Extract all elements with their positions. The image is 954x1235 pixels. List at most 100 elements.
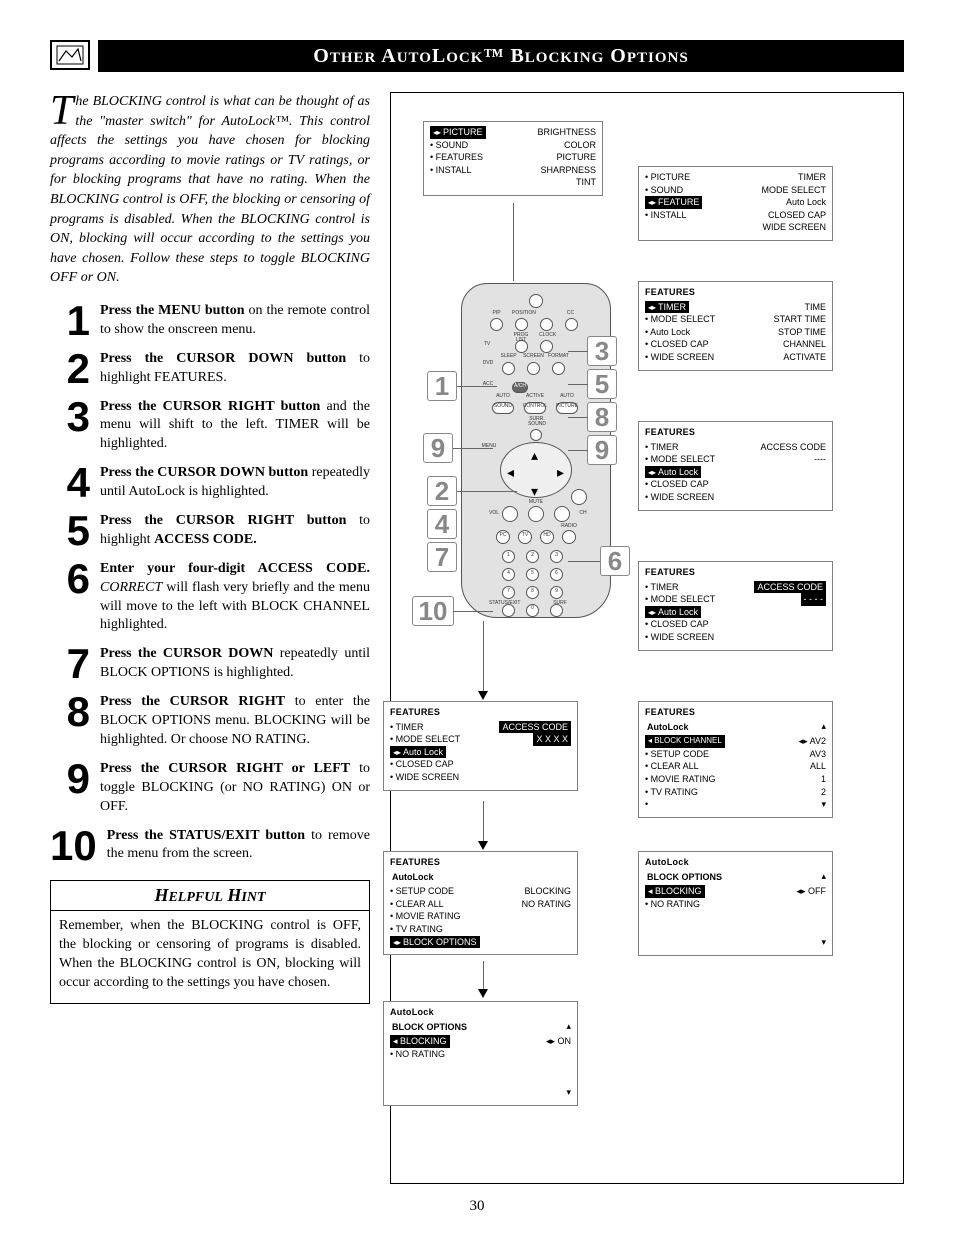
menu-item-highlight: Auto Lock xyxy=(645,606,701,619)
menu-item: MOVIE RATING xyxy=(390,910,461,923)
menu-value: ALL xyxy=(810,760,826,773)
step-1: 1 Press the MENU button on the remote co… xyxy=(50,302,370,340)
menu-item: INSTALL xyxy=(430,164,472,177)
menu-title: FEATURES xyxy=(645,566,826,579)
menu-title: FEATURES xyxy=(390,856,571,869)
step-number: 1 xyxy=(50,302,90,340)
menu-features-autolock: FEATURES TIMERACCESS CODE MODE SELECT---… xyxy=(638,421,833,511)
step-number: 7 xyxy=(50,645,90,683)
step-number: 3 xyxy=(50,398,90,455)
menu-item: SOUND xyxy=(430,139,468,152)
step-text: Press the CURSOR RIGHT button and the me… xyxy=(100,398,370,455)
step-number: 9 xyxy=(50,760,90,817)
menu-title: FEATURES xyxy=(390,706,571,719)
menu-picture: PICTUREBRIGHTNESS SOUNDCOLOR FEATURESPIC… xyxy=(423,121,603,196)
menu-item: SETUP CODE xyxy=(390,885,454,898)
step-3: 3 Press the CURSOR RIGHT button and the … xyxy=(50,398,370,455)
menu-value: ◂▸ OFF xyxy=(796,885,826,898)
header-icon xyxy=(50,40,90,70)
menu-title: AutoLock xyxy=(645,856,826,869)
callout-9b: 9 xyxy=(587,435,617,465)
menu-subtitle: AutoLock xyxy=(647,721,826,734)
menu-value: PICTURE xyxy=(556,151,596,164)
callout-10: 10 xyxy=(412,596,454,626)
menu-item: CLOSED CAP xyxy=(390,758,454,771)
step-text: Press the MENU button on the remote cont… xyxy=(100,302,370,340)
step-text: Press the CURSOR DOWN button to highligh… xyxy=(100,350,370,388)
step-text: Press the STATUS/EXIT button to remove t… xyxy=(107,827,370,865)
menu-item: WIDE SCREEN xyxy=(645,631,714,644)
menus-wrap: PICTUREBRIGHTNESS SOUNDCOLOR FEATURESPIC… xyxy=(403,111,891,1171)
up-arrow: ▴ xyxy=(566,1020,571,1033)
step-number: 6 xyxy=(50,560,90,636)
menu-item: MODE SELECT xyxy=(645,453,715,466)
menu-value: CLOSED CAP xyxy=(768,209,826,222)
menu-title: FEATURES xyxy=(645,706,826,719)
menu-item: TV RATING xyxy=(390,923,443,936)
menu-item: WIDE SCREEN xyxy=(645,351,714,364)
menu-value: MODE SELECT xyxy=(761,184,826,197)
menu-value: 2 xyxy=(821,786,826,799)
steps-list: 1 Press the MENU button on the remote co… xyxy=(50,302,370,864)
menu-item: CLEAR ALL xyxy=(390,898,444,911)
menu-features-accesscode-xxxx: FEATURES TIMERACCESS CODE MODE SELECTX X… xyxy=(383,701,578,791)
menu-title: AutoLock xyxy=(390,1006,571,1019)
menu-item-highlight: BLOCK OPTIONS xyxy=(390,936,480,949)
menu-item: CLOSED CAP xyxy=(645,478,709,491)
menu-item: CLEAR ALL xyxy=(645,760,699,773)
menu-item: CLOSED CAP xyxy=(645,618,709,631)
menu-item: MODE SELECT xyxy=(390,733,460,746)
menu-item-highlight: TIMER xyxy=(645,301,689,314)
step-8: 8 Press the CURSOR RIGHT to enter the BL… xyxy=(50,693,370,750)
hint-body: Remember, when the BLOCKING control is O… xyxy=(51,911,369,1003)
step-text: Press the CURSOR DOWN repeatedly until B… xyxy=(100,645,370,683)
step-9: 9 Press the CURSOR RIGHT or LEFT to togg… xyxy=(50,760,370,817)
menu-autolock-blockoptions: FEATURES AutoLock SETUP CODEBLOCKING CLE… xyxy=(383,851,578,955)
menu-item: MOVIE RATING xyxy=(645,773,716,786)
menu-subtitle: AutoLock xyxy=(392,871,571,884)
menu-value: TIMER xyxy=(798,171,826,184)
callout-6: 6 xyxy=(600,546,630,576)
callout-5: 5 xyxy=(587,369,617,399)
step-number: 2 xyxy=(50,350,90,388)
menu-features-accesscode: FEATURES TIMERACCESS CODE MODE SELECT- -… xyxy=(638,561,833,651)
menu-value: 1 xyxy=(821,773,826,786)
menu-item: TIMER xyxy=(645,441,679,454)
connector xyxy=(513,203,514,281)
menu-value: ACCESS CODE xyxy=(760,441,826,454)
menu-value: AV3 xyxy=(810,748,826,761)
intro-paragraph: The BLOCKING control is what can be thou… xyxy=(50,92,370,288)
page-header: OTHER AUTOLOCK™ BLOCKING OPTIONS xyxy=(50,40,904,72)
menu-subtitle: BLOCK OPTIONS xyxy=(647,871,826,884)
menu-value: NO RATING xyxy=(522,898,571,911)
step-4: 4 Press the CURSOR DOWN button repeatedl… xyxy=(50,464,370,502)
arrow-down-icon xyxy=(478,989,488,998)
callout-1: 1 xyxy=(427,371,457,401)
power-button-icon xyxy=(529,294,543,308)
connector xyxy=(483,621,484,697)
page-title: OTHER AUTOLOCK™ BLOCKING OPTIONS xyxy=(98,40,904,72)
menu-value: Auto Lock xyxy=(786,196,826,209)
menu-item: NO RATING xyxy=(645,898,700,911)
dropcap: T xyxy=(50,92,75,128)
menu-value: START TIME xyxy=(774,313,826,326)
menu-blockoptions-on: AutoLock BLOCK OPTIONS ◂ BLOCKING◂▸ ON N… xyxy=(383,1001,578,1106)
menu-item: PICTURE xyxy=(645,171,690,184)
menu-autolock-blockchannel: FEATURES AutoLock ◂ BLOCK CHANNEL◂▸ AV2 … xyxy=(638,701,833,818)
right-column-diagram: PICTUREBRIGHTNESS SOUNDCOLOR FEATURESPIC… xyxy=(390,92,904,1184)
menu-value: ACTIVATE xyxy=(783,351,826,364)
callout-9: 9 xyxy=(423,433,453,463)
menu-item: TIMER xyxy=(390,721,424,734)
menu-value: TIME xyxy=(805,301,827,314)
menu-item: Auto Lock xyxy=(645,326,690,339)
menu-features-timer: FEATURES TIMERTIME MODE SELECTSTART TIME… xyxy=(638,281,833,371)
helpful-hint-box: HELPFUL HINT Remember, when the BLOCKING… xyxy=(50,880,370,1004)
menu-feature: PICTURETIMER SOUNDMODE SELECT FEATUREAut… xyxy=(638,166,833,241)
step-number: 10 xyxy=(50,827,97,865)
menu-value: TINT xyxy=(576,176,596,189)
menu-value: COLOR xyxy=(564,139,596,152)
up-arrow: ▴ xyxy=(821,870,826,883)
menu-item: SOUND xyxy=(645,184,683,197)
step-2: 2 Press the CURSOR DOWN button to highli… xyxy=(50,350,370,388)
menu-item: MODE SELECT xyxy=(645,313,715,326)
